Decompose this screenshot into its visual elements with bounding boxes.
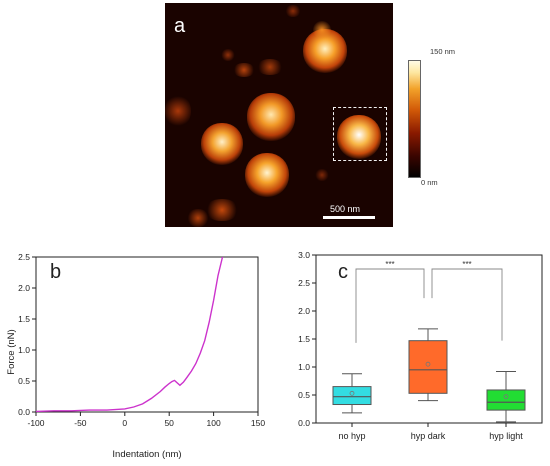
- chart-b-ytick-label: 2.0: [18, 283, 30, 293]
- significance-label: ***: [462, 260, 471, 269]
- colorbar-max-label: 150 nm: [430, 47, 456, 56]
- significance-line: [431, 268, 503, 341]
- particle: [247, 93, 295, 141]
- afm-height-image: 500 nm a: [165, 3, 393, 227]
- chart-c-ytick-label: 2.5: [298, 278, 310, 288]
- significance-label: ***: [385, 260, 394, 269]
- significance-line: [355, 268, 425, 343]
- box-iqr: [408, 340, 448, 394]
- stiffness-box-chart: 0.0 0.5 1.0 1.5 2.0 2.5 3.0 *** *** no hyp hyp d…: [298, 250, 543, 441]
- chart-b-frame: [35, 256, 259, 413]
- chart-c-ytick-label: 0.0: [298, 418, 310, 428]
- particle: [245, 153, 289, 197]
- force-indentation-chart: -100 -50 0 50 100 150 0.0 0.5 1.0 1.5 2.0 2.5 Inden…: [6, 252, 265, 460]
- panel-letter-c: c: [338, 261, 348, 283]
- particle: [313, 21, 331, 39]
- chart-b-ytick-label: 0.0: [18, 407, 30, 417]
- box-mean-marker: [349, 390, 355, 396]
- particle: [337, 115, 381, 159]
- chart-b-ylabel: Force (nN): [6, 329, 17, 374]
- debris: [165, 95, 191, 127]
- colorbar: [408, 60, 421, 178]
- box-hyp-dark: [408, 328, 448, 402]
- box-iqr: [486, 389, 526, 411]
- panel-letter-b: b: [50, 261, 61, 283]
- chart-c-ytick-label: 1.5: [298, 334, 310, 344]
- chart-c-category-label: hyp light: [489, 431, 523, 441]
- particle: [201, 123, 243, 165]
- force-curve-line: [35, 256, 224, 413]
- chart-b-ytick-label: 0.5: [18, 376, 30, 386]
- panel-letter-a: a: [174, 15, 186, 37]
- debris: [233, 63, 255, 77]
- scale-bar-label: 500 nm: [330, 204, 361, 214]
- chart-b-xlabel: Indentation (nm): [112, 449, 181, 460]
- debris: [205, 199, 239, 221]
- chart-b-xtick-label: -50: [74, 418, 87, 428]
- chart-c-ytick-label: 2.0: [298, 306, 310, 316]
- debris: [315, 169, 329, 181]
- chart-b-xtick-label: 150: [251, 418, 265, 428]
- chart-b-ytick-label: 1.5: [18, 314, 30, 324]
- scale-bar: [323, 216, 375, 219]
- chart-b-xtick-label: 50: [164, 418, 174, 428]
- debris: [257, 59, 283, 75]
- debris: [221, 49, 235, 61]
- significance-bracket: ***: [431, 260, 503, 341]
- selection-box: [333, 107, 387, 161]
- box-no-hyp: [332, 373, 372, 414]
- chart-c-ytick-label: 1.0: [298, 362, 310, 372]
- colorbar-min-label: 0 nm: [421, 178, 438, 187]
- significance-bracket: ***: [355, 260, 425, 343]
- chart-c-ytick-label: 3.0: [298, 250, 310, 260]
- chart-c-category-label: no hyp: [338, 431, 365, 441]
- box-hyp-light: [486, 370, 526, 423]
- chart-b-xtick-label: 100: [207, 418, 221, 428]
- box-mean-marker: [503, 394, 509, 400]
- chart-c-ytick-label: 0.5: [298, 390, 310, 400]
- chart-b-ytick-label: 1.0: [18, 345, 30, 355]
- chart-c-category-label: hyp dark: [411, 431, 446, 441]
- chart-b-ytick-label: 2.5: [18, 252, 30, 262]
- box-mean-marker: [425, 361, 431, 367]
- chart-b-xtick-label: -100: [27, 418, 44, 428]
- chart-b-xtick-label: 0: [122, 418, 127, 428]
- debris: [187, 209, 209, 227]
- debris: [285, 5, 301, 17]
